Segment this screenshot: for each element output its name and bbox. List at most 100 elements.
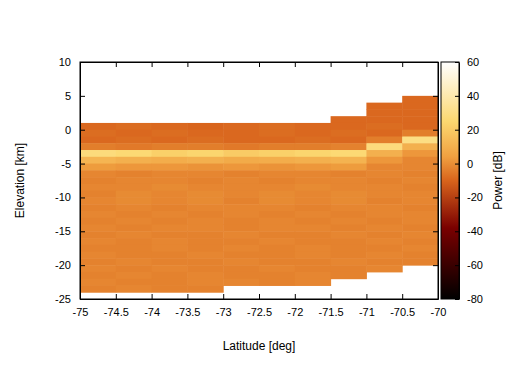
- tick: -74.5: [104, 294, 129, 318]
- tick: -72.5: [247, 294, 272, 318]
- tick-mark: [259, 294, 260, 299]
- tick-label: -5: [61, 158, 71, 170]
- cell: [152, 231, 188, 238]
- cell: [223, 238, 259, 245]
- cell: [259, 225, 295, 232]
- cell: [331, 258, 367, 265]
- tick-label: -74: [144, 306, 160, 318]
- cell: [116, 285, 152, 292]
- cell: [80, 157, 116, 164]
- cell: [402, 109, 438, 116]
- tick-label: 20: [467, 124, 479, 136]
- cell: [223, 272, 259, 279]
- cell: [223, 197, 259, 204]
- cell: [295, 245, 331, 252]
- cell: [80, 218, 116, 225]
- cell: [187, 231, 223, 238]
- tick: -20: [455, 191, 483, 203]
- cell: [366, 109, 402, 116]
- cell: [80, 136, 116, 143]
- cell: [331, 191, 367, 198]
- cell: [152, 211, 188, 218]
- cell: [295, 177, 331, 184]
- cell: [402, 150, 438, 157]
- cell: [116, 170, 152, 177]
- cell: [80, 130, 116, 137]
- cell: [80, 123, 116, 130]
- cell: [223, 231, 259, 238]
- tick-label: 40: [467, 90, 479, 102]
- cell: [223, 184, 259, 191]
- tick-mark: [433, 130, 438, 131]
- cell: [187, 184, 223, 191]
- cell: [402, 252, 438, 259]
- tick: -60: [455, 259, 483, 271]
- cell: [223, 170, 259, 177]
- x-axis-top: [81, 62, 439, 67]
- cell: [402, 170, 438, 177]
- tick: 0: [455, 158, 473, 170]
- cell: [366, 218, 402, 225]
- cell: [187, 123, 223, 130]
- cell: [152, 258, 188, 265]
- tick-mark: [455, 96, 459, 97]
- tick: -40: [455, 225, 483, 237]
- cell: [402, 164, 438, 171]
- cell: [331, 238, 367, 245]
- cell: [331, 204, 367, 211]
- cell: [295, 258, 331, 265]
- cell: [116, 252, 152, 259]
- tick: 40: [455, 90, 479, 102]
- tick-label: -40: [467, 225, 483, 237]
- cell: [187, 204, 223, 211]
- tick-label: -70: [431, 306, 447, 318]
- cell: [402, 197, 438, 204]
- cell: [331, 170, 367, 177]
- cell: [80, 225, 116, 232]
- cell: [331, 265, 367, 272]
- cell: [187, 170, 223, 177]
- cell: [259, 211, 295, 218]
- tick-mark: [116, 62, 117, 67]
- cell: [116, 197, 152, 204]
- tick-mark: [116, 294, 117, 299]
- x-axis: -75-74.5-74-73.5-73-72.5-72-71.5-71-70.5…: [73, 294, 447, 318]
- cell: [116, 258, 152, 265]
- cell: [80, 238, 116, 245]
- cell: [295, 143, 331, 150]
- cell: [366, 258, 402, 265]
- cell: [402, 225, 438, 232]
- cell: [295, 211, 331, 218]
- cell: [152, 265, 188, 272]
- cell: [366, 225, 402, 232]
- cell: [259, 245, 295, 252]
- cell: [259, 123, 295, 130]
- cell: [402, 96, 438, 103]
- colorbar: [441, 62, 459, 299]
- cell: [187, 238, 223, 245]
- cell: [80, 265, 116, 272]
- cell: [295, 265, 331, 272]
- tick-label: -73.5: [175, 306, 200, 318]
- cell: [259, 164, 295, 171]
- cell: [80, 177, 116, 184]
- tick: [433, 197, 438, 198]
- tick: 60: [455, 56, 479, 68]
- tick-mark: [80, 62, 85, 63]
- tick: [402, 62, 403, 67]
- cell: [366, 238, 402, 245]
- tick-mark: [80, 96, 85, 97]
- cell: [295, 123, 331, 130]
- tick-label: -10: [55, 191, 71, 203]
- tick-mark: [402, 294, 403, 299]
- cell: [259, 143, 295, 150]
- cell: [295, 170, 331, 177]
- tick-label: 0: [467, 158, 473, 170]
- cell: [187, 252, 223, 259]
- cell: [187, 272, 223, 279]
- tick: -74: [144, 294, 160, 318]
- cell: [223, 177, 259, 184]
- tick-label: -71: [359, 306, 375, 318]
- cell: [223, 245, 259, 252]
- cell: [366, 204, 402, 211]
